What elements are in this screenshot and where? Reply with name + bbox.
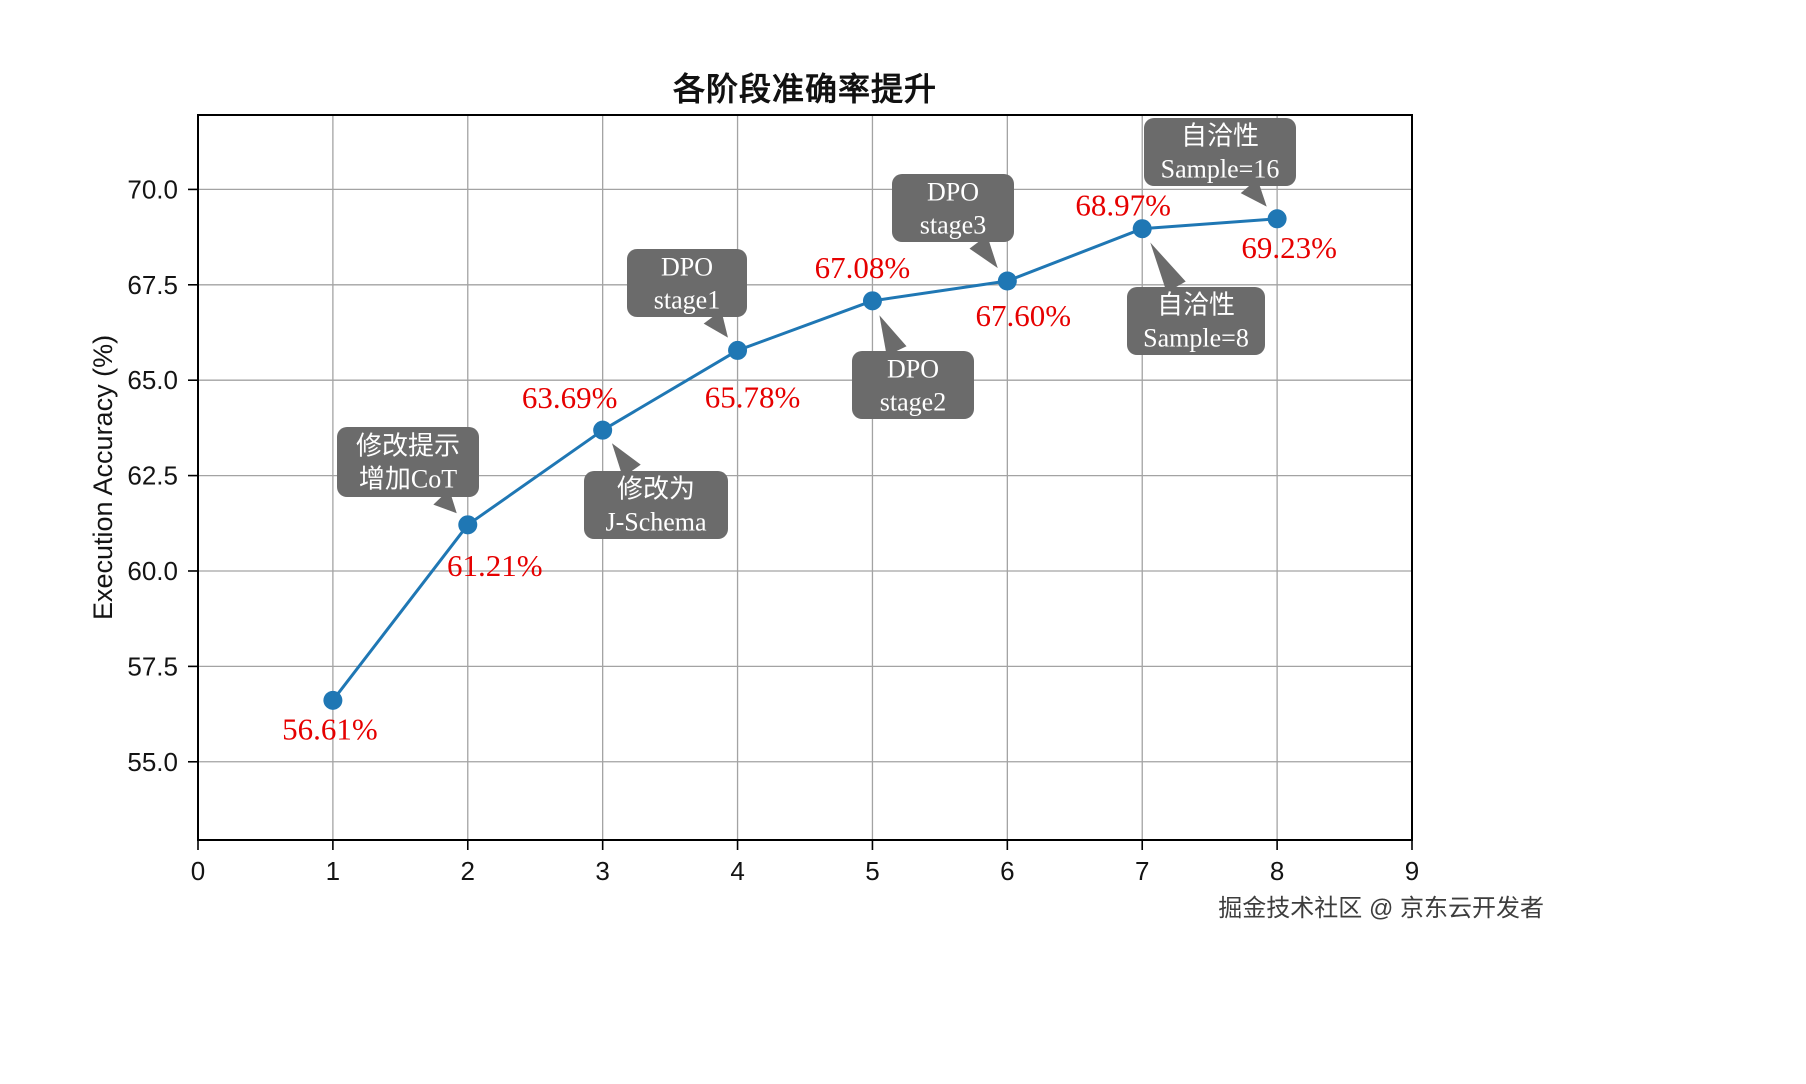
annotation-callout: 自洽性 Sample=16 — [1144, 118, 1296, 207]
annotation-text: 自洽性 — [1181, 122, 1259, 151]
data-point-marker — [862, 291, 882, 311]
annotation-text: stage1 — [654, 286, 720, 315]
x-axis-tick-label: 1 — [326, 856, 340, 886]
x-axis-tick-label: 0 — [191, 856, 205, 886]
chart-title: 各阶段准确率提升 — [672, 71, 937, 107]
annotation-text: 修改提示 — [356, 432, 460, 461]
annotation-tail — [1240, 178, 1267, 207]
x-axis-tick-label: 4 — [730, 856, 744, 886]
data-point-marker — [1132, 219, 1152, 239]
annotation-text: Sample=8 — [1143, 324, 1249, 353]
annotation-bubble — [852, 351, 974, 419]
annotation-text: DPO — [927, 178, 979, 207]
x-axis-tick-label: 6 — [1000, 856, 1014, 886]
annotation-bubble — [627, 249, 747, 317]
x-axis-tick-label: 3 — [595, 856, 609, 886]
data-point-marker — [458, 515, 478, 535]
y-axis-tick-label: 55.0 — [127, 747, 178, 777]
annotation-callout: 自洽性 Sample=8 — [1127, 242, 1265, 355]
data-point-marker — [593, 420, 613, 440]
annotation-text: stage3 — [920, 211, 986, 240]
annotation-tail — [1150, 242, 1186, 293]
x-axis-tick-label: 2 — [461, 856, 475, 886]
annotation-callout: DPO stage2 — [852, 315, 974, 419]
annotation-bubble — [337, 427, 479, 497]
annotation-text: 增加CoT — [359, 465, 457, 494]
y-axis-tick-label: 65.0 — [127, 365, 178, 395]
x-axis-tick-label: 7 — [1135, 856, 1149, 886]
y-axis-tick-label: 62.5 — [127, 461, 178, 491]
watermark-text: 掘金技术社区 @ 京东云开发者 — [1218, 895, 1544, 922]
data-value-label: 56.61% — [282, 711, 378, 746]
annotation-text: 修改为 — [617, 475, 695, 504]
annotation-text: stage2 — [880, 388, 946, 417]
plot-border — [197, 114, 1413, 841]
data-value-label: 67.60% — [976, 298, 1072, 333]
y-axis-label: Execution Accuracy (%) — [88, 335, 118, 620]
data-point-marker — [728, 340, 748, 360]
annotation-callout: 修改为 J-Schema — [584, 443, 728, 539]
data-value-label: 69.23% — [1241, 230, 1337, 265]
annotation-bubble — [892, 174, 1014, 242]
annotation-text: Sample=16 — [1161, 155, 1280, 184]
y-axis-tick-label: 60.0 — [127, 556, 178, 586]
annotation-text: J-Schema — [605, 508, 707, 537]
x-axis-tick-label: 8 — [1270, 856, 1284, 886]
annotation-tail — [611, 443, 641, 478]
data-value-label: 65.78% — [705, 379, 801, 414]
data-value-label: 68.97% — [1075, 188, 1171, 223]
y-axis-tick-label: 57.5 — [127, 651, 178, 681]
x-axis-tick-label: 9 — [1405, 856, 1419, 886]
annotation-tail — [703, 310, 728, 338]
annotation-tail — [969, 235, 998, 269]
data-value-label: 63.69% — [522, 380, 618, 415]
annotation-text: 自洽性 — [1157, 291, 1235, 320]
data-point-marker — [997, 271, 1017, 291]
data-point-marker — [323, 690, 343, 710]
x-axis-tick-label: 5 — [865, 856, 879, 886]
annotation-tail — [879, 315, 907, 356]
annotation-callout: DPO stage3 — [892, 174, 1014, 269]
annotation-bubble — [1127, 287, 1265, 355]
annotation-bubble — [584, 471, 728, 539]
annotation-callout: DPO stage1 — [627, 249, 747, 338]
data-line — [331, 217, 1278, 702]
y-axis-tick-label: 67.5 — [127, 270, 178, 300]
annotation-text: DPO — [887, 355, 939, 384]
data-value-label: 67.08% — [815, 250, 911, 285]
annotation-bubble — [1144, 118, 1296, 186]
y-axis-tick-label: 70.0 — [127, 174, 178, 204]
data-value-label: 61.21% — [447, 548, 543, 583]
annotation-text: DPO — [661, 253, 713, 282]
data-point-marker — [1267, 209, 1287, 229]
